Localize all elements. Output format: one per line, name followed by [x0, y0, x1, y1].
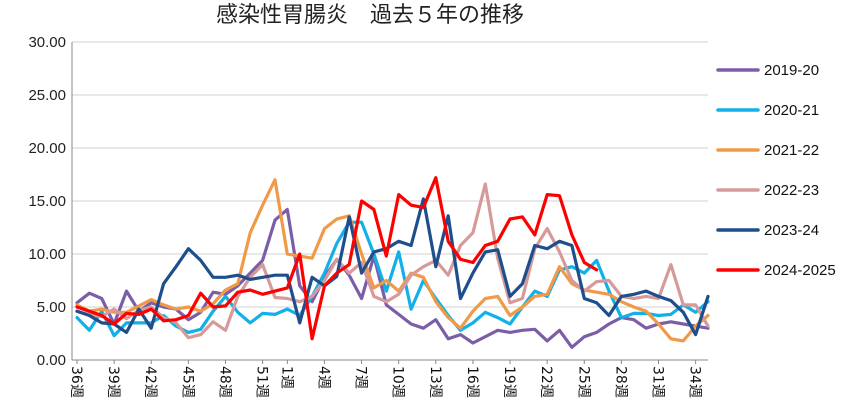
y-tick-label: 10.00	[28, 246, 66, 263]
y-tick-label: 15.00	[28, 193, 66, 210]
series-line-2019-20	[75, 207, 710, 349]
x-tick-label: 51週	[254, 366, 270, 398]
x-tick-label: 39週	[105, 366, 121, 398]
y-tick-label: 30.00	[28, 34, 66, 51]
x-tick-label: 42週	[142, 366, 158, 398]
x-tick-label: 36週	[68, 366, 84, 398]
x-tick-label: 1週	[278, 366, 294, 389]
legend-label: 2019-20	[764, 62, 819, 79]
x-tick-label: 19週	[501, 366, 517, 398]
chart-title: 感染性胃腸炎 過去５年の推移	[216, 3, 524, 28]
legend-label: 2023-24	[764, 222, 819, 239]
x-tick-label: 22週	[538, 366, 554, 398]
x-tick-label: 34週	[687, 366, 703, 398]
x-tick-label: 16週	[464, 366, 480, 398]
x-tick-label: 13週	[427, 366, 443, 398]
x-tick-label: 28週	[612, 366, 628, 398]
x-tick-label: 7週	[353, 366, 369, 389]
gridlines	[72, 41, 708, 361]
y-tick-label: 20.00	[28, 140, 66, 157]
legend-label: 2020-21	[764, 102, 819, 119]
series-line-2023-24	[75, 197, 710, 337]
series-line-2022-23	[75, 182, 710, 340]
y-tick-label: 0.00	[37, 352, 66, 369]
legend: 2019-20 2020-21 2021-22 2022-23 2023-24 2024-…	[716, 62, 836, 279]
legend-label: 2022-23	[764, 182, 819, 199]
legend-label: 2021-22	[764, 142, 819, 159]
series-lines	[75, 176, 710, 349]
x-tick-label: 25週	[575, 366, 591, 398]
x-tick-label: 45週	[179, 366, 195, 398]
y-axis: 0.00 5.00 10.00 15.00 20.00 25.00 30.00	[28, 34, 73, 369]
x-tick-label: 31週	[650, 366, 666, 398]
y-tick-label: 5.00	[37, 299, 66, 316]
x-axis: 36週 39週 42週 45週 48週 51週 1週 4週 7週 10週 13週 16週 19週 22週 2…	[68, 360, 703, 398]
x-tick-label: 4週	[315, 366, 331, 389]
y-tick-label: 25.00	[28, 87, 66, 104]
x-tick-label: 10週	[390, 366, 406, 398]
x-tick-label: 48週	[216, 366, 232, 398]
legend-label: 2024-2025	[764, 262, 836, 279]
series-line-2021-22	[75, 178, 710, 343]
series-line-2024-2025	[75, 176, 599, 341]
